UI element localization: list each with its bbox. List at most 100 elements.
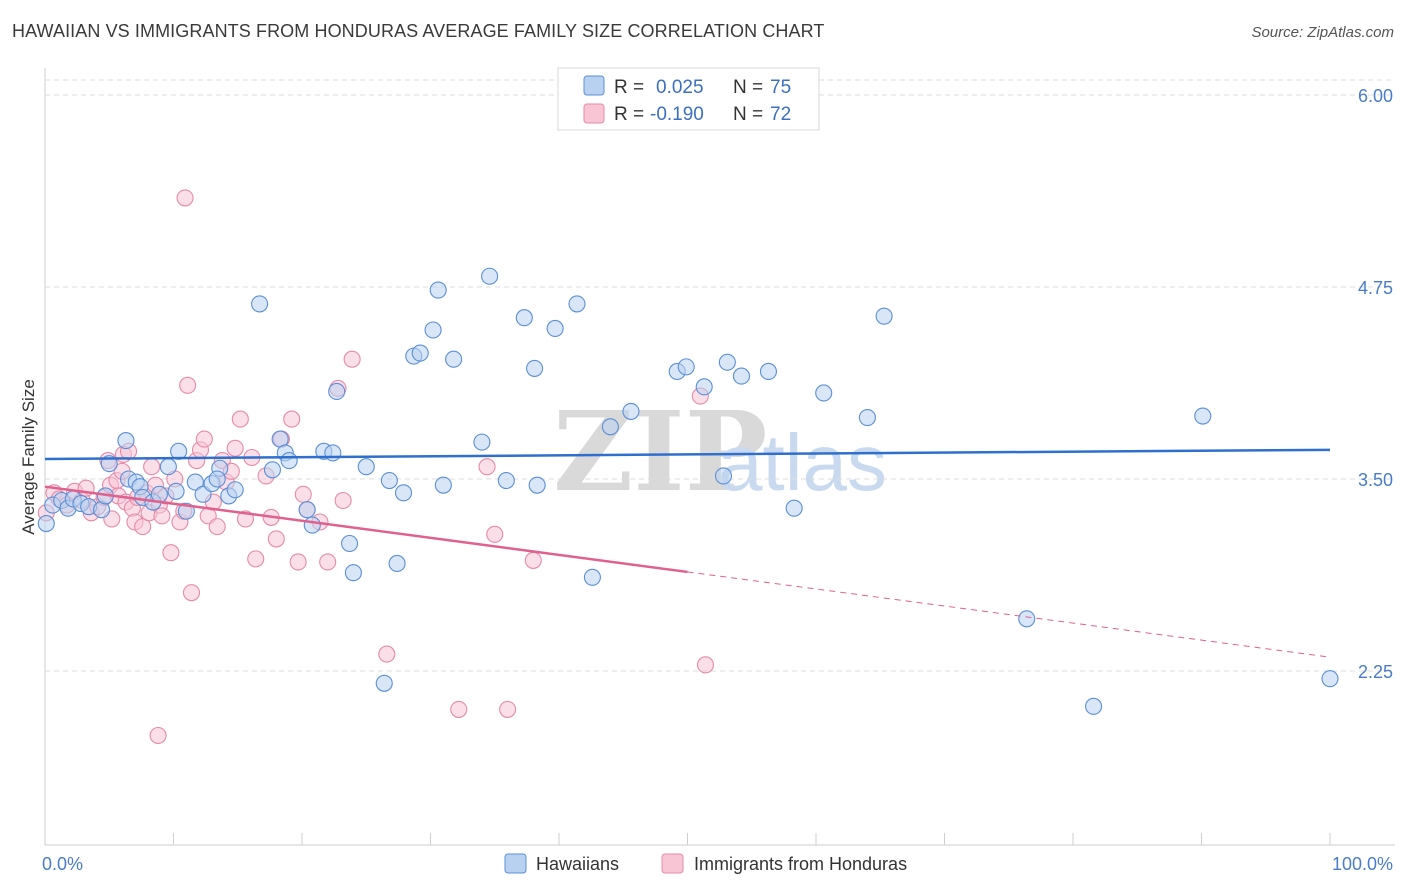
- hawaiians-point: [226, 481, 244, 499]
- y-tick-label: 6.00: [1358, 86, 1393, 106]
- honduras-point: [182, 584, 201, 602]
- legend-n-value-2: 72: [770, 104, 791, 125]
- hawaiians-point: [429, 281, 447, 299]
- honduras-point: [231, 410, 249, 428]
- honduras-point: [208, 518, 226, 536]
- hawaiians-point: [37, 514, 55, 533]
- honduras-point: [378, 645, 396, 663]
- trend-lines: [44, 448, 1331, 658]
- honduras-point: [334, 491, 352, 510]
- honduras-point: [283, 410, 301, 428]
- hawaiians-point: [858, 409, 876, 427]
- hawaiians-point: [875, 307, 893, 325]
- hawaiians-point: [473, 433, 491, 451]
- source-credit: Source: ZipAtlas.com: [1251, 24, 1394, 41]
- hawaiians-point: [394, 484, 413, 502]
- honduras-point: [195, 430, 213, 448]
- honduras-point: [149, 726, 167, 745]
- hawaiians-point: [117, 432, 135, 450]
- honduras-point: [486, 525, 504, 543]
- honduras-point: [267, 530, 285, 548]
- honduras-point: [153, 507, 171, 525]
- legend-r-value-1: 0.025: [656, 77, 704, 98]
- hawaiians-point: [167, 482, 185, 500]
- series-legend: Hawaiians Immigrants from Honduras: [504, 853, 907, 874]
- hawaiians-point: [186, 473, 204, 491]
- hawaiians-point: [170, 442, 188, 460]
- trend-line-hawaiians: [44, 448, 1331, 461]
- hawaiians-point: [568, 295, 586, 313]
- legend-swatch-hawaiians: [583, 75, 605, 96]
- legend-n-value-1: 75: [770, 77, 791, 98]
- y-axis-label: Average Family Size: [19, 379, 38, 535]
- honduras-point: [247, 550, 265, 568]
- honduras-point: [319, 553, 337, 571]
- x-tick-label-start: 0.0%: [42, 854, 83, 874]
- hawaiians-point: [388, 554, 406, 573]
- watermark-atlas: atlas: [718, 418, 887, 507]
- hawaiians-point: [324, 444, 342, 462]
- honduras-point: [143, 458, 161, 476]
- x-tick-labels: 0.0% 100.0%: [42, 854, 1393, 874]
- legend-swatch-honduras: [583, 103, 605, 124]
- watermark-zip: ZIP: [553, 387, 767, 516]
- hawaiians-point: [528, 476, 546, 494]
- y-tick-label: 3.50: [1358, 470, 1393, 490]
- trend-line-honduras-extension: [687, 571, 1331, 658]
- legend-r-label-2: R =: [614, 104, 644, 125]
- legend-r-value-2: -0.190: [650, 104, 704, 125]
- bottom-legend-swatch-hawaiians: [504, 853, 527, 874]
- hawaiians-point: [263, 461, 281, 479]
- hawaiians-point: [583, 568, 601, 586]
- hawaiians-point: [340, 534, 359, 553]
- legend-n-label-2: N =: [733, 104, 763, 125]
- legend-r-label-1: R =: [614, 77, 644, 98]
- y-tick-label: 4.75: [1358, 278, 1393, 298]
- hawaiians-point: [280, 452, 298, 470]
- hawaiians-point: [1321, 670, 1339, 688]
- series-hawaiians-points: [37, 267, 1339, 715]
- bottom-legend-hawaiians: Hawaiians: [536, 854, 619, 874]
- correlation-legend: R = 0.025 N = 75 R = -0.190 N = 72: [557, 67, 820, 131]
- hawaiians-point: [298, 501, 316, 519]
- honduras-point: [289, 553, 307, 571]
- honduras-point: [450, 700, 468, 718]
- hawaiians-point: [328, 382, 346, 400]
- hawaiians-point: [622, 402, 640, 420]
- hawaiians-point: [732, 367, 751, 385]
- hawaiians-point: [695, 378, 713, 396]
- x-tick-label-end: 100.0%: [1332, 854, 1393, 874]
- y-tick-label: 2.25: [1358, 662, 1393, 682]
- hawaiians-point: [434, 476, 452, 494]
- trend-line-honduras: [44, 485, 688, 574]
- bottom-legend-honduras: Immigrants from Honduras: [694, 854, 907, 874]
- hawaiians-point: [1018, 610, 1036, 628]
- hawaiians-point: [546, 319, 564, 338]
- honduras-point: [294, 485, 312, 503]
- honduras-point: [134, 518, 152, 536]
- hawaiians-point: [303, 516, 321, 534]
- hawaiians-point: [677, 358, 695, 376]
- hawaiians-point: [481, 267, 499, 285]
- hawaiians-point: [159, 458, 177, 476]
- y-tick-labels: 2.25 3.50 4.75 6.00: [1358, 86, 1393, 682]
- hawaiians-point: [424, 321, 442, 339]
- hawaiians-point: [497, 471, 515, 490]
- honduras-point: [343, 350, 361, 368]
- hawaiians-point: [785, 499, 803, 517]
- hawaiians-point: [411, 344, 429, 362]
- axes: [44, 68, 1395, 846]
- hawaiians-point: [251, 295, 269, 313]
- honduras-point: [524, 551, 542, 569]
- honduras-point: [226, 439, 244, 457]
- hawaiians-point: [357, 458, 375, 476]
- hawaiians-point: [1194, 407, 1212, 425]
- hawaiians-point: [714, 467, 733, 485]
- chart-title: HAWAIIAN VS IMMIGRANTS FROM HONDURAS AVE…: [12, 21, 825, 41]
- hawaiians-point: [208, 470, 226, 488]
- hawaiians-point: [759, 362, 778, 381]
- hawaiians-point: [344, 564, 362, 582]
- gridlines: [45, 79, 1395, 672]
- honduras-point: [478, 458, 496, 476]
